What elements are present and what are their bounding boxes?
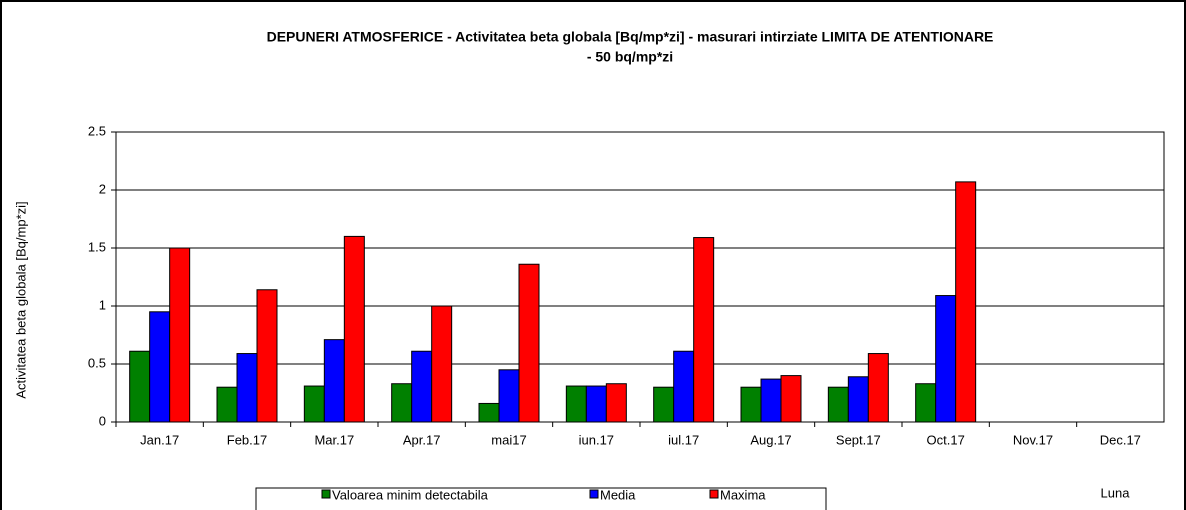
y-tick-label: 0.5 bbox=[88, 355, 106, 370]
plot-area bbox=[115, 131, 1165, 423]
bar bbox=[129, 350, 151, 423]
bar bbox=[216, 386, 238, 423]
bar bbox=[478, 402, 500, 423]
y-tick-label: 2 bbox=[99, 181, 106, 196]
legend-swatch bbox=[321, 489, 331, 499]
x-tick-label: Mar.17 bbox=[314, 432, 354, 447]
bar bbox=[847, 376, 869, 423]
bar bbox=[780, 375, 802, 423]
bar bbox=[391, 383, 413, 423]
bar bbox=[693, 237, 715, 423]
x-tick-label: Oct.17 bbox=[927, 432, 965, 447]
bar bbox=[256, 289, 278, 423]
bar bbox=[303, 385, 325, 423]
bar bbox=[169, 247, 191, 423]
bar bbox=[343, 235, 365, 423]
bar bbox=[585, 385, 607, 423]
bar bbox=[673, 350, 695, 423]
legend-swatch bbox=[709, 489, 719, 499]
x-tick-label: Aug.17 bbox=[750, 432, 791, 447]
bar bbox=[915, 383, 937, 423]
bar bbox=[760, 378, 782, 423]
bar bbox=[411, 350, 433, 423]
bar bbox=[431, 305, 453, 423]
legend bbox=[255, 487, 827, 510]
legend-label: Valoarea minim detectabila bbox=[332, 487, 489, 502]
chart-title: DEPUNERI ATMOSFERICE - Activitatea beta … bbox=[267, 29, 994, 45]
bar bbox=[605, 383, 627, 423]
x-tick-label: iun.17 bbox=[579, 432, 614, 447]
y-tick-label: 0 bbox=[99, 413, 106, 428]
y-tick-label: 1 bbox=[99, 297, 106, 312]
x-axis-label: Luna bbox=[1101, 485, 1131, 500]
legend-label: Maxima bbox=[720, 487, 766, 502]
bar bbox=[498, 369, 520, 423]
x-tick-label: Jan.17 bbox=[140, 432, 179, 447]
bar bbox=[323, 339, 345, 423]
chart-title: - 50 bq/mp*zi bbox=[587, 49, 673, 65]
legend-label: Media bbox=[600, 487, 636, 502]
bar bbox=[935, 295, 957, 423]
y-axis-label: Activitatea beta globala [Bq/mp*zi] bbox=[13, 201, 28, 398]
y-tick-label: 1.5 bbox=[88, 239, 106, 254]
legend-swatch bbox=[589, 489, 599, 499]
bar bbox=[867, 353, 889, 423]
x-tick-label: iul.17 bbox=[668, 432, 699, 447]
bar bbox=[740, 386, 762, 423]
x-tick-label: mai17 bbox=[491, 432, 526, 447]
bar bbox=[565, 385, 587, 423]
x-tick-label: Apr.17 bbox=[403, 432, 441, 447]
bar bbox=[955, 181, 977, 423]
bar bbox=[149, 311, 171, 423]
x-tick-label: Dec.17 bbox=[1100, 432, 1141, 447]
bar bbox=[653, 386, 675, 423]
x-tick-label: Feb.17 bbox=[227, 432, 267, 447]
bar bbox=[518, 263, 540, 423]
bar bbox=[827, 386, 849, 423]
x-tick-label: Nov.17 bbox=[1013, 432, 1053, 447]
x-tick-label: Sept.17 bbox=[836, 432, 881, 447]
y-tick-label: 2.5 bbox=[88, 123, 106, 138]
bar bbox=[236, 353, 258, 423]
